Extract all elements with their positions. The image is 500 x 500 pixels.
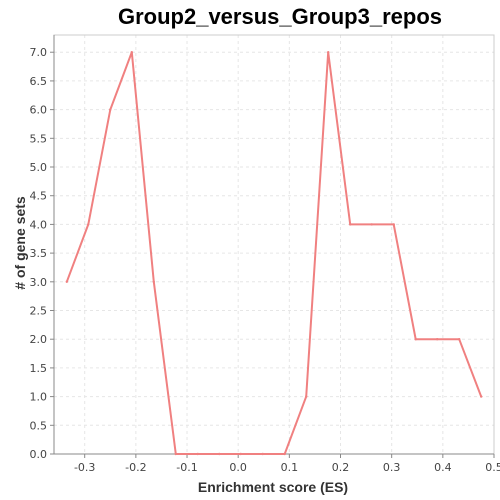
axes: 0.0 0.5 1.0 1.5 2.0 2.5 3.0 3.5 4.0 4.5 5.0 5.5 6.0 6…: [30, 35, 500, 474]
data-point: [174, 452, 177, 456]
y-tick-label: 1.0: [30, 391, 48, 404]
y-tick-label: 7.0: [30, 46, 48, 59]
data-point: [152, 280, 155, 284]
x-tick-label: -0.3: [74, 461, 95, 474]
data-point: [370, 223, 373, 226]
grid: [54, 35, 495, 455]
data-point: [392, 223, 395, 226]
data-point: [196, 452, 199, 456]
y-tick-label: 2.5: [30, 305, 48, 318]
chart-title: Group2_versus_Group3_repos: [118, 4, 442, 29]
data-point: [349, 223, 352, 226]
data-point: [87, 223, 90, 226]
series-line: [65, 51, 483, 455]
x-tick-label: 0.5: [485, 461, 500, 474]
data-point: [305, 395, 308, 398]
y-tick-label: 3.5: [30, 247, 48, 260]
y-tick-label: 6.0: [30, 104, 48, 117]
y-tick-label: 4.0: [30, 218, 48, 231]
x-tick-label: 0.4: [434, 461, 452, 474]
data-point: [458, 338, 461, 341]
y-tick-label: 2.0: [30, 333, 48, 346]
x-tick-label: 0.0: [229, 461, 247, 474]
plot-area: [53, 34, 495, 455]
y-tick-label: 3.0: [30, 276, 48, 289]
data-point: [130, 51, 133, 54]
y-tick-label: 1.5: [30, 362, 48, 375]
data-point: [480, 395, 483, 398]
data-point: [414, 338, 417, 341]
data-point: [65, 280, 68, 284]
x-tick-label: 0.3: [383, 461, 401, 474]
x-tick-label: -0.1: [176, 461, 197, 474]
data-point: [218, 452, 221, 456]
y-tick-label: 6.5: [30, 75, 48, 88]
y-tick-label: 0.5: [30, 419, 48, 432]
x-tick-label: 0.1: [281, 461, 299, 474]
x-tick-label: -0.2: [125, 461, 146, 474]
x-tick-label: 0.2: [332, 461, 350, 474]
y-tick-label: 5.5: [30, 132, 48, 145]
y-axis-label: # of gene sets: [12, 196, 28, 290]
series-layer: [65, 51, 483, 456]
data-point: [327, 51, 330, 54]
x-axis-label: Enrichment score (ES): [198, 479, 348, 495]
data-point: [436, 338, 439, 341]
data-point: [283, 452, 286, 456]
data-point: [239, 452, 242, 456]
data-point: [261, 452, 264, 456]
y-tick-label: 5.0: [30, 161, 48, 174]
data-point: [109, 108, 112, 111]
y-tick-label: 4.5: [30, 190, 48, 203]
y-tick-label: 0.0: [30, 448, 48, 461]
